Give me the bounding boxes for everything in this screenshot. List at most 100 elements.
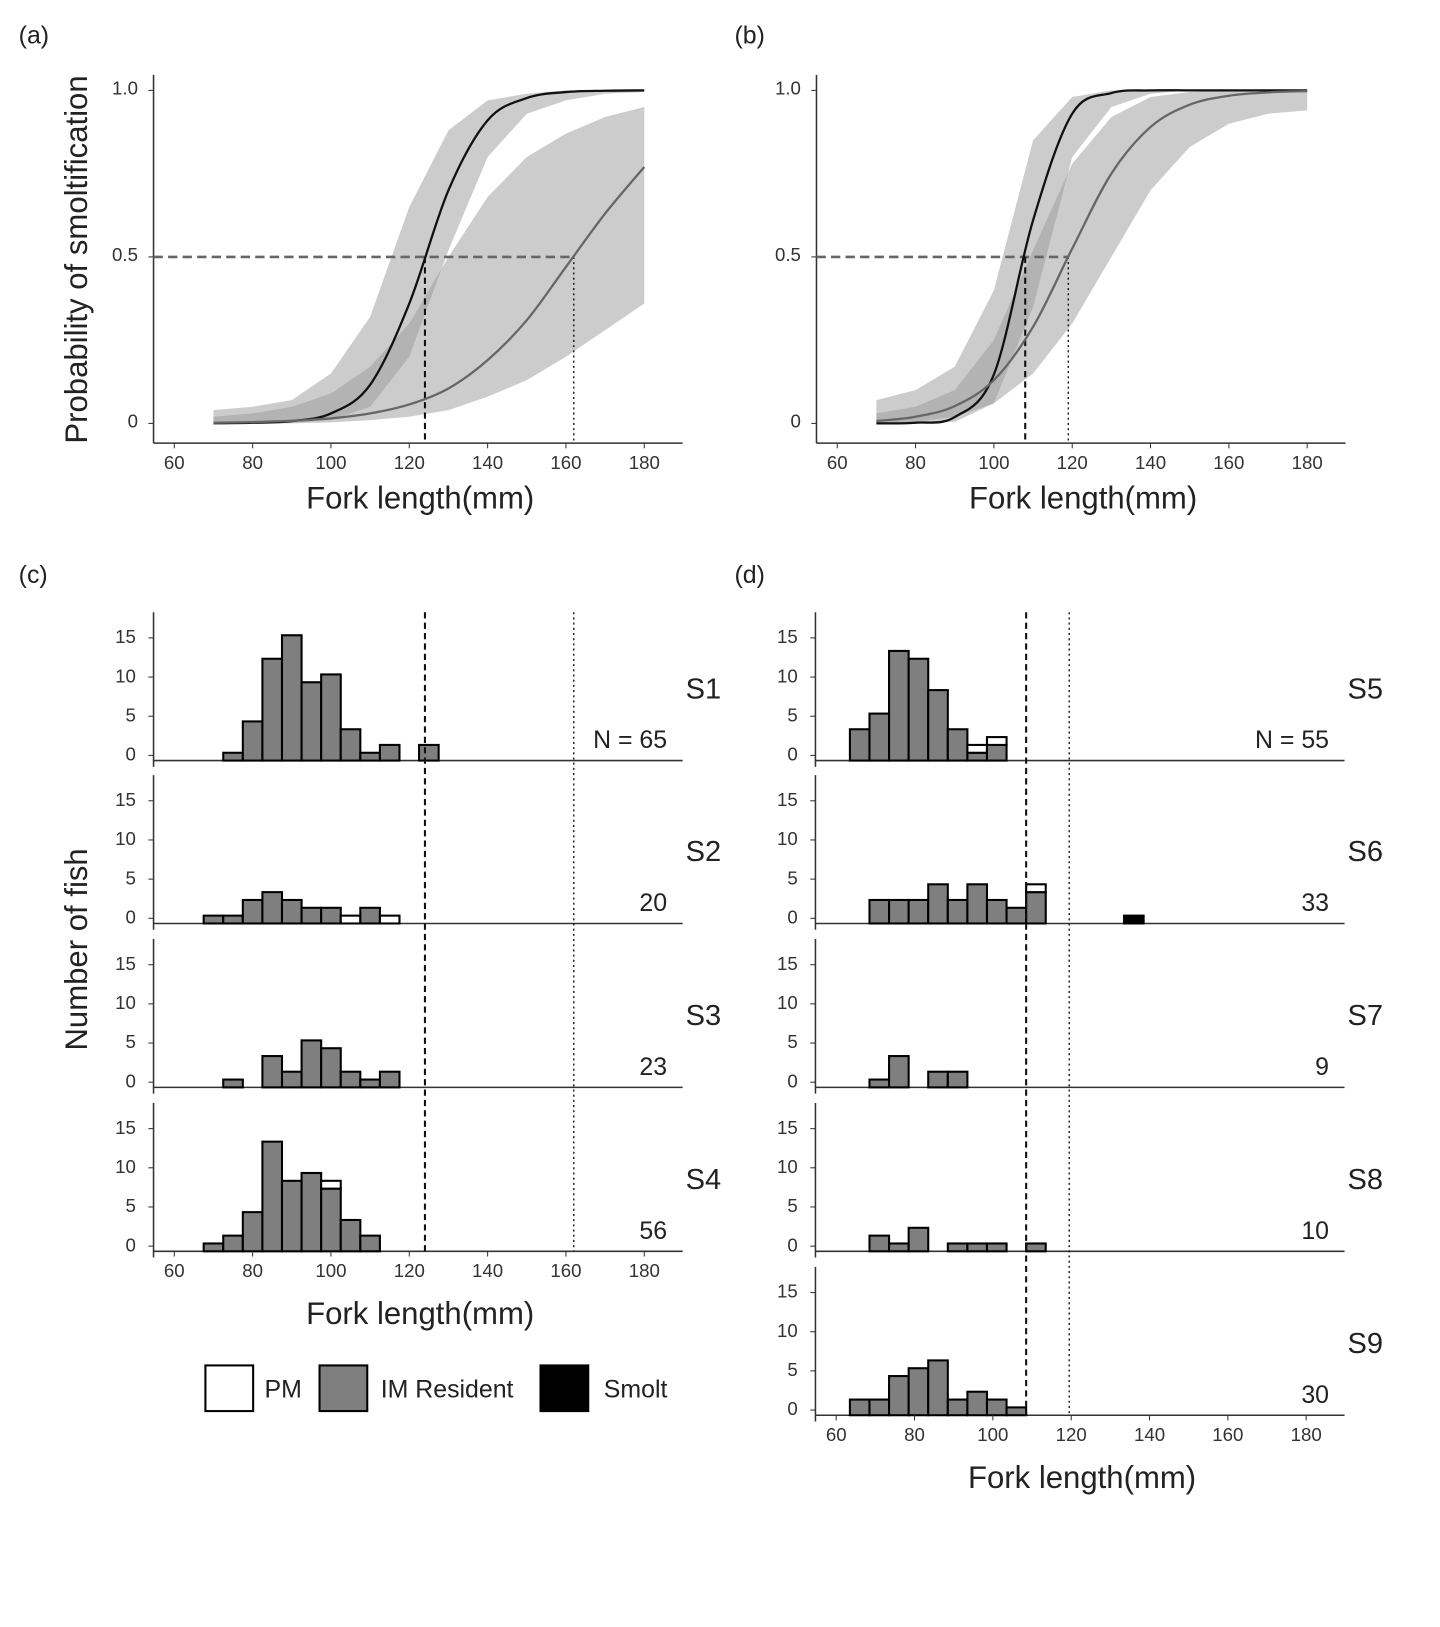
bar-im-resident	[359, 906, 381, 925]
y-tick-label: 10	[777, 828, 798, 849]
bar-im-resident	[848, 1398, 871, 1417]
legend	[204, 1364, 590, 1413]
sample-size-label: 30	[1301, 1381, 1329, 1409]
site-label: S9	[1348, 1328, 1384, 1360]
x-tick-label: 120	[1057, 452, 1088, 473]
bar-im-resident	[888, 898, 910, 925]
sample-size-label: 20	[639, 889, 667, 917]
bar-im-resident	[222, 751, 244, 762]
site-label: S1	[686, 673, 722, 705]
bar-im-resident	[359, 751, 381, 762]
x-tick-label: 120	[394, 1260, 425, 1281]
bar-im-resident	[946, 728, 969, 762]
x-tick-label: 60	[164, 1260, 185, 1281]
bar-im-resident	[927, 689, 949, 762]
x-tick-label: 80	[242, 452, 263, 473]
x-axis-label: Fork length(mm)	[306, 480, 534, 515]
bar-im-resident	[280, 1179, 303, 1253]
y-tick-label: 0	[787, 1234, 797, 1255]
bar-im-resident	[985, 898, 1008, 925]
y-tick-label: 1.0	[775, 78, 801, 99]
x-tick-label: 60	[826, 1424, 847, 1445]
x-tick-label: 140	[472, 452, 503, 473]
bar-im-resident	[946, 1070, 969, 1089]
x-tick-label: 60	[827, 452, 848, 473]
panel-b	[811, 74, 1346, 449]
y-tick-label: 15	[115, 953, 136, 974]
bar-im-resident	[1005, 906, 1028, 925]
x-tick-label: 80	[905, 452, 926, 473]
sample-size-label: 33	[1301, 889, 1329, 917]
bar-pm	[985, 736, 1008, 746]
bar-im-resident	[868, 712, 891, 762]
bar-im-resident	[320, 673, 342, 762]
y-tick-label: 0	[791, 411, 801, 432]
bar-im-resident	[868, 898, 891, 925]
bar-im-resident	[946, 898, 969, 925]
x-tick-label: 100	[977, 1424, 1008, 1445]
y-tick-label: 15	[777, 626, 798, 647]
site-label: S2	[686, 836, 722, 868]
bar-im-resident	[888, 1242, 910, 1253]
y-tick-label: 5	[787, 1359, 797, 1380]
confidence-band-black	[876, 90, 1308, 424]
bar-im-resident	[985, 1398, 1008, 1417]
y-tick-label: 5	[126, 867, 136, 888]
bar-im-resident	[378, 743, 401, 762]
bar-im-resident	[261, 891, 284, 925]
bar-im-resident	[202, 1242, 225, 1253]
x-tick-label: 60	[164, 452, 185, 473]
bar-pm	[966, 743, 989, 754]
bar-im-resident	[261, 1140, 284, 1253]
x-tick-label: 80	[904, 1424, 925, 1445]
bar-im-resident	[222, 914, 244, 925]
bar-im-resident	[241, 898, 264, 925]
x-tick-label: 180	[629, 452, 660, 473]
y-tick-label: 10	[115, 828, 136, 849]
bar-im-resident	[868, 1398, 891, 1417]
bar-im-resident	[985, 743, 1008, 762]
bar-im-resident	[300, 681, 323, 762]
bar-im-resident	[966, 883, 989, 925]
panel-label: (d)	[735, 561, 765, 589]
bar-im-resident	[907, 1226, 930, 1253]
y-tick-label: 0	[787, 744, 797, 765]
y-tick-label: 10	[777, 1156, 798, 1177]
bar-im-resident	[222, 1234, 244, 1253]
site-label: S8	[1348, 1164, 1384, 1196]
x-tick-label: 180	[1291, 1424, 1322, 1445]
y-tick-label: 0	[787, 1398, 797, 1419]
sample-size-label: N = 65	[593, 726, 667, 754]
y-tick-label: 10	[777, 1320, 798, 1341]
bar-im-resident	[261, 1055, 284, 1089]
bar-im-resident	[1005, 1406, 1028, 1417]
y-tick-label: 15	[777, 1281, 798, 1302]
bar-im-resident	[985, 1242, 1008, 1253]
bar-im-resident	[946, 1398, 969, 1417]
site-label: S5	[1348, 673, 1384, 705]
y-tick-label: 0	[787, 1070, 797, 1091]
bar-im-resident	[907, 1367, 930, 1417]
y-tick-label: 5	[126, 1031, 136, 1052]
y-tick-label: 10	[115, 665, 136, 686]
y-tick-label: 0	[787, 906, 797, 927]
bar-im-resident	[966, 751, 989, 762]
legend-label: IM Resident	[381, 1376, 514, 1404]
bar-im-resident	[868, 1078, 891, 1089]
y-tick-label: 10	[115, 992, 136, 1013]
y-tick-label: 15	[115, 789, 136, 810]
bar-im-resident	[339, 728, 362, 762]
y-tick-label: 15	[777, 953, 798, 974]
sample-size-label: 9	[1315, 1053, 1329, 1081]
x-tick-label: 100	[978, 452, 1009, 473]
panel-label: (a)	[19, 22, 49, 50]
confidence-band-gray	[876, 90, 1308, 424]
bar-im-resident	[280, 898, 303, 925]
panel-c	[148, 612, 683, 1413]
y-tick-label: 5	[787, 1031, 797, 1052]
sample-size-label: 56	[639, 1217, 667, 1245]
y-axis-label: Probability of smoltification	[59, 75, 94, 443]
bar-im-resident	[888, 1375, 910, 1417]
panel-label: (b)	[735, 22, 765, 50]
y-tick-label: 15	[115, 1117, 136, 1138]
